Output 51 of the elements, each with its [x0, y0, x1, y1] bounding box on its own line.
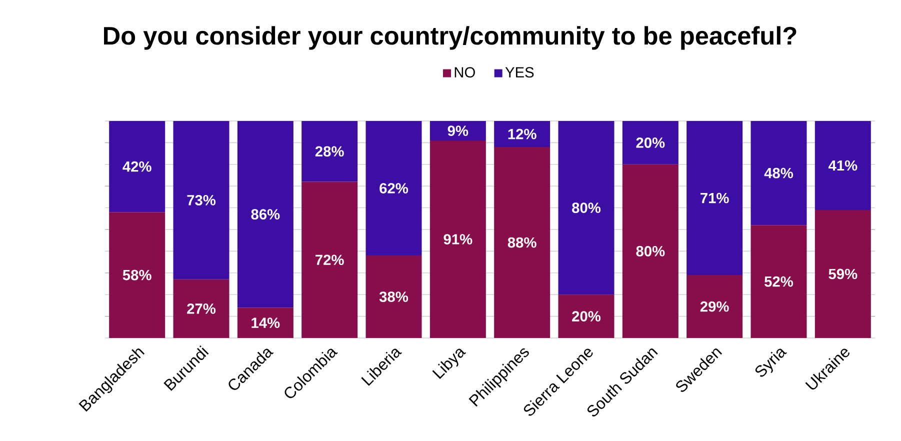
bar	[430, 140, 486, 338]
data-label: 12%	[508, 128, 536, 140]
bar	[430, 120, 486, 141]
bar	[237, 120, 294, 308]
legend-label: NO	[454, 67, 475, 78]
data-label: 14%	[252, 318, 280, 328]
data-label: 41%	[828, 160, 858, 171]
data-label: 80%	[572, 202, 601, 213]
data-label: 91%	[444, 234, 472, 244]
bar	[686, 120, 743, 276]
bar	[750, 120, 807, 226]
data-label: 72%	[316, 254, 344, 266]
data-label: 58%	[122, 270, 152, 280]
bar	[173, 279, 230, 338]
bar	[814, 120, 871, 210]
bar	[686, 275, 743, 338]
data-label: 62%	[380, 183, 408, 194]
data-label: 38%	[379, 292, 408, 302]
bar	[558, 294, 614, 338]
data-label: 86%	[251, 209, 280, 220]
chart-title: Do you consider your country/community to be peaceful?	[104, 26, 796, 50]
bar	[814, 210, 871, 338]
data-label: 20%	[572, 311, 601, 322]
bar	[750, 225, 807, 338]
bar	[302, 120, 358, 182]
bar	[237, 308, 294, 338]
bar	[109, 212, 166, 338]
data-label: 59%	[828, 268, 858, 280]
data-label: 9%	[448, 126, 468, 136]
data-label: 88%	[508, 237, 536, 248]
bar	[302, 182, 358, 338]
legend-label: YES	[505, 67, 534, 78]
data-label: 28%	[315, 146, 344, 157]
data-label: 27%	[187, 304, 216, 314]
bar	[366, 256, 422, 338]
bar	[494, 147, 550, 338]
data-label: 29%	[700, 301, 729, 312]
data-label: 48%	[764, 168, 794, 178]
bar	[622, 120, 678, 164]
bar	[173, 120, 230, 280]
bar	[494, 120, 550, 148]
bar	[109, 120, 166, 212]
data-label: 73%	[187, 195, 216, 206]
bar	[558, 120, 614, 295]
data-label: 42%	[122, 161, 152, 172]
bar	[622, 164, 678, 338]
data-label: 52%	[764, 276, 794, 287]
bar	[366, 120, 422, 256]
data-label: 80%	[636, 246, 665, 256]
data-label: 71%	[700, 192, 729, 204]
data-label: 20%	[636, 138, 665, 148]
